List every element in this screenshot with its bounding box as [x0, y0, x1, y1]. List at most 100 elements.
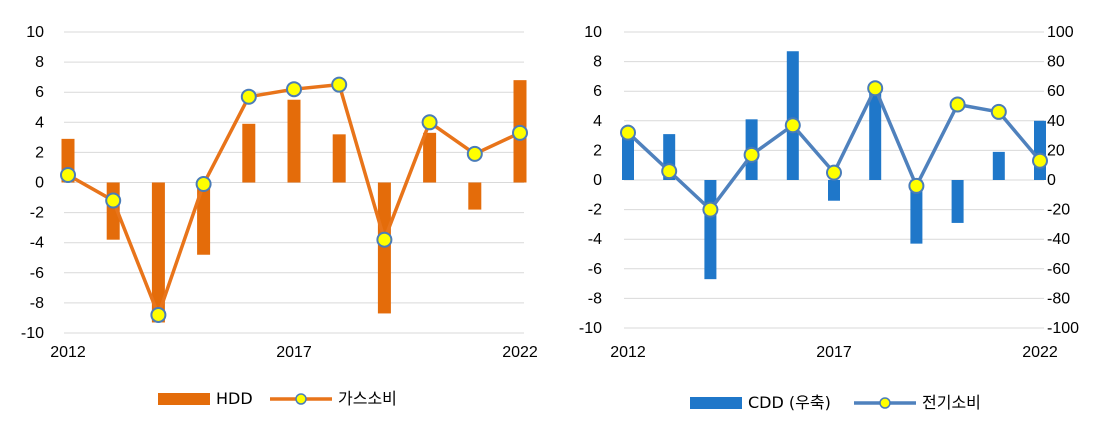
y-tick-label: 2	[593, 142, 602, 159]
line-series	[60, 76, 528, 323]
y-tick-label: 4	[593, 113, 602, 130]
data-point	[150, 306, 167, 323]
legend: HDD 가스소비	[158, 389, 397, 408]
data-point	[743, 146, 760, 163]
y-tick-label: -8	[588, 290, 602, 307]
y2-tick-label: -20	[1047, 202, 1070, 219]
y2-tick-labels: 100 80 60 40 20 0 -20 -40 -60 -80 -100	[1047, 24, 1079, 337]
data-point	[1032, 152, 1048, 169]
bar	[951, 180, 964, 223]
bar	[377, 182, 391, 314]
bar	[468, 182, 482, 210]
bar	[828, 180, 840, 201]
data-point	[240, 88, 257, 105]
bar	[287, 99, 301, 183]
y2-tick-label: -100	[1047, 320, 1079, 337]
bar	[197, 182, 211, 255]
y-tick-label: 4	[35, 114, 44, 131]
y-tick-label: 6	[593, 83, 602, 100]
legend-label: 전기소비	[922, 393, 981, 412]
bar	[622, 129, 634, 180]
x-tick-label: 2017	[276, 344, 312, 361]
y-tick-label: 8	[35, 54, 44, 71]
data-point	[331, 76, 348, 93]
data-point	[376, 231, 393, 248]
data-point	[826, 164, 842, 181]
data-point	[195, 176, 212, 193]
data-point	[702, 201, 719, 218]
bar	[704, 180, 717, 280]
y2-tick-label: -40	[1047, 231, 1070, 248]
y2-tick-label: 20	[1047, 142, 1065, 159]
y-tick-label: -2	[588, 202, 602, 219]
y-tick-label: -6	[30, 265, 44, 282]
bar	[1034, 120, 1046, 180]
y-tick-label: -8	[30, 295, 44, 312]
y-tick-label: 2	[35, 144, 44, 161]
legend-label: CDD (우축)	[748, 393, 831, 412]
x-tick-labels: 2012 2017 2022	[610, 344, 1058, 361]
x-tick-label: 2022	[1022, 344, 1058, 361]
bar	[786, 51, 799, 180]
data-point	[949, 96, 966, 113]
bar	[242, 123, 256, 183]
y-tick-label: -10	[579, 320, 602, 337]
y-tick-labels: 10 8 6 4 2 0 -2 -4 -6 -8 -10	[579, 24, 602, 337]
data-point	[421, 114, 438, 131]
x-tick-label: 2012	[610, 344, 646, 361]
bar	[992, 151, 1005, 180]
legend-bar-swatch	[690, 397, 742, 409]
y2-tick-label: -60	[1047, 261, 1070, 278]
bar	[910, 180, 923, 244]
legend-marker	[295, 393, 307, 405]
y2-tick-label: 0	[1047, 172, 1056, 189]
legend-bar-swatch	[158, 393, 210, 405]
y-tick-label: 6	[35, 84, 44, 101]
data-point	[466, 145, 483, 162]
y-tick-label: -2	[30, 205, 44, 222]
y2-tick-label: -80	[1047, 290, 1070, 307]
x-tick-label: 2017	[816, 344, 852, 361]
y-tick-label: 10	[584, 24, 602, 41]
data-point	[867, 80, 884, 97]
data-point	[60, 166, 76, 183]
y2-tick-label: 100	[1047, 24, 1074, 41]
y-tick-label: 0	[593, 172, 602, 189]
y2-tick-label: 40	[1047, 113, 1065, 130]
chart-1: 10 8 6 4 2 0 -2 -4 -6 -8 -10 2012 2017 2022 HDD 가스소비	[21, 24, 538, 408]
y-tick-label: -4	[30, 235, 44, 252]
data-point	[661, 163, 678, 180]
y-tick-label: 0	[35, 175, 44, 192]
legend-label: 가스소비	[338, 389, 397, 408]
legend-marker	[879, 397, 891, 409]
x-tick-labels: 2012 2017 2022	[50, 344, 538, 361]
y-tick-label: 10	[26, 24, 44, 41]
bar	[869, 83, 882, 180]
line-series	[620, 80, 1048, 218]
data-point	[286, 81, 302, 98]
data-point	[990, 103, 1007, 120]
data-point	[620, 124, 636, 141]
bar	[423, 132, 437, 183]
bar	[332, 134, 346, 183]
data-point	[105, 192, 122, 209]
y2-tick-label: 80	[1047, 54, 1065, 71]
bar	[151, 182, 165, 323]
chart-2: 1086420-2-4-6-8-10100806040200-20-40-60-…	[579, 24, 1079, 412]
data-point	[784, 117, 801, 134]
y-tick-label: -4	[588, 231, 602, 248]
legend-label: HDD	[216, 389, 253, 408]
y2-tick-label: 60	[1047, 83, 1065, 100]
x-tick-label: 2022	[502, 344, 538, 361]
y-tick-label: -6	[588, 261, 602, 278]
x-tick-label: 2012	[50, 344, 86, 361]
data-point	[512, 124, 528, 141]
y-tick-label: 8	[593, 54, 602, 71]
y-tick-label: -10	[21, 325, 44, 342]
bar-series	[61, 80, 527, 323]
data-point	[908, 177, 925, 194]
y-tick-labels: 10 8 6 4 2 0 -2 -4 -6 -8 -10	[21, 24, 44, 342]
legend: CDD (우축) 전기소비	[690, 393, 981, 412]
